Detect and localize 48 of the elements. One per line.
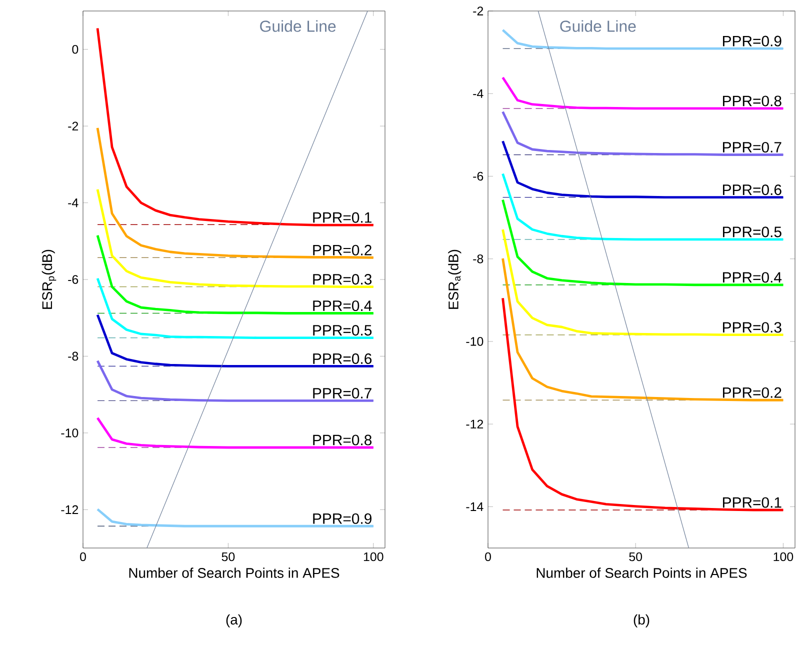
- y-tick-label: -4: [473, 89, 484, 98]
- line-series: [96, 126, 375, 259]
- y-tick-label: -6: [473, 172, 484, 181]
- x-tick-label: 100: [364, 552, 384, 562]
- series-label: PPR=0.1: [722, 497, 782, 508]
- series-label: PPR=0.8: [313, 434, 372, 446]
- y-tick-label: -4: [68, 198, 78, 208]
- series-label: PPR=0.1: [313, 212, 372, 223]
- y-tick-label: -8: [68, 352, 78, 361]
- y-tick-label: -12: [466, 420, 484, 428]
- y-axis-title: ESR$_{a}$(dB): [448, 250, 462, 309]
- series-label: PPR=0.3: [313, 274, 372, 285]
- series-label: PPR=0.5: [722, 226, 782, 238]
- y-tick-label: -12: [61, 505, 78, 514]
- x-axis-title: Number of Search Points in APES: [129, 568, 340, 578]
- y-tick-label: -6: [68, 275, 78, 284]
- y-axis-title: ESR$_{p}$(dB): [42, 250, 56, 309]
- series-label: PPR=0.4: [313, 300, 372, 312]
- x-tick-label: 0: [80, 552, 86, 562]
- series-label: PPR=0.3: [722, 322, 782, 333]
- x-axis-title: Number of Search Points in APES: [536, 568, 747, 578]
- y-tick-label: -14: [466, 502, 484, 511]
- series-label: PPR=0.9: [722, 36, 782, 46]
- series-label: PPR=0.7: [313, 388, 372, 399]
- series-label: PPR=0.2: [722, 387, 782, 398]
- x-tick-label: 50: [222, 552, 235, 562]
- series-label: PPR=0.7: [722, 142, 782, 153]
- line-series: [502, 296, 784, 512]
- series-label: PPR=0.9: [313, 513, 372, 524]
- series-label: PPR=0.2: [313, 244, 372, 256]
- y-tick-label: 0: [72, 44, 78, 54]
- text: (a): [226, 614, 242, 628]
- y-tick-label: -10: [61, 428, 78, 438]
- x-tick-label: 0: [485, 552, 491, 562]
- y-tick-label: -2: [68, 122, 78, 130]
- series-label: PPR=0.6: [313, 353, 372, 364]
- series-label: Guide Line: [560, 20, 636, 32]
- y-tick-label: -2: [473, 6, 484, 16]
- x-tick-label: 50: [629, 552, 642, 562]
- series-label: PPR=0.4: [722, 272, 782, 283]
- series-label: PPR=0.6: [722, 184, 782, 196]
- series-label: Guide Line: [260, 20, 336, 32]
- text: (b): [634, 614, 650, 628]
- series-label: PPR=0.5: [313, 325, 372, 336]
- x-tick-label: 100: [774, 552, 794, 562]
- series-label: PPR=0.8: [722, 96, 782, 106]
- y-tick-label: -8: [473, 254, 484, 264]
- y-tick-label: -10: [466, 337, 484, 346]
